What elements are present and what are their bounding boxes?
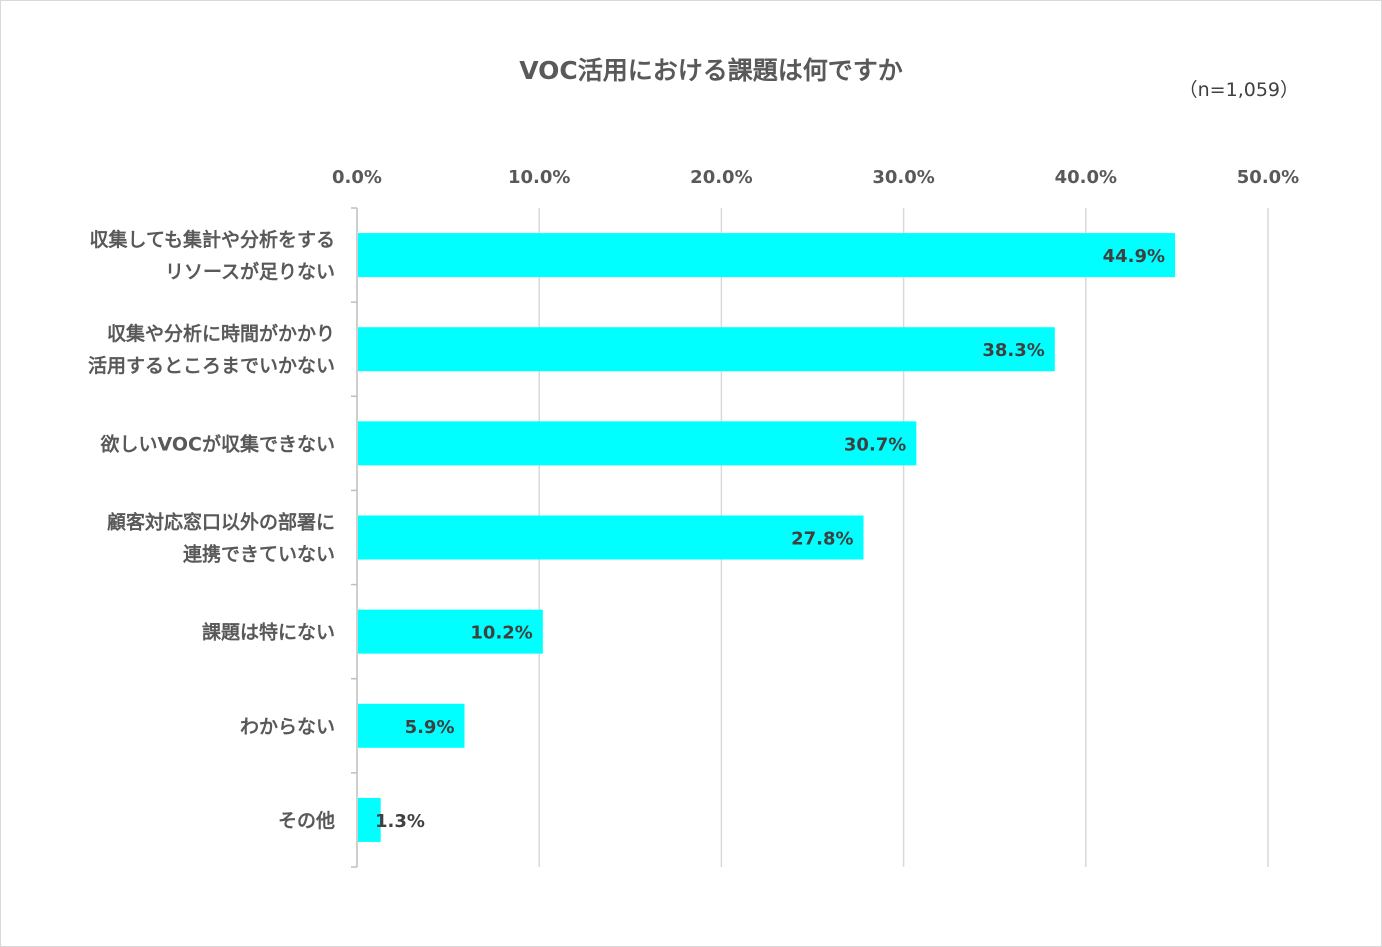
x-tick-label: 0.0%	[332, 167, 382, 188]
data-label: 5.9%	[405, 717, 455, 738]
bar	[358, 515, 864, 560]
data-label: 30.7%	[844, 434, 906, 455]
chart-title: VOC活用における課題は何ですか	[519, 56, 903, 85]
category-label: 課題は特にない	[202, 621, 335, 644]
bar	[358, 233, 1176, 278]
bar	[358, 609, 543, 654]
bar	[358, 797, 381, 842]
category-labels: 収集しても集計や分析をするリソースが足りない収集や分析に時間がかかり活用するとこ…	[88, 228, 335, 832]
data-label: 1.3%	[375, 811, 425, 832]
category-label: 収集しても集計や分析をする	[90, 228, 335, 251]
gridlines	[538, 208, 1269, 867]
data-label: 38.3%	[982, 340, 1044, 361]
y-axis	[351, 207, 358, 868]
category-label: 連携できていない	[183, 543, 335, 566]
bar	[358, 327, 1055, 372]
sample-size-note: （n=1,059）	[1179, 79, 1299, 101]
category-label: 活用するところまでいかない	[88, 354, 335, 377]
category-label: 顧客対応窓口以外の部署に	[107, 511, 335, 534]
category-label: リソースが足りない	[165, 260, 335, 283]
data-label: 44.9%	[1103, 246, 1165, 267]
data-label: 27.8%	[791, 529, 853, 550]
x-axis-ticks: 0.0% 10.0% 20.0% 30.0% 40.0% 50.0%	[332, 167, 1299, 188]
bar	[358, 421, 917, 466]
category-label: その他	[278, 809, 335, 832]
x-tick-label: 30.0%	[872, 167, 934, 188]
data-label: 10.2%	[470, 623, 532, 644]
x-tick-label: 40.0%	[1055, 167, 1117, 188]
x-tick-label: 20.0%	[690, 167, 752, 188]
x-tick-label: 10.0%	[508, 167, 570, 188]
x-tick-label: 50.0%	[1237, 167, 1299, 188]
category-label: 欲しいVOCが収集できない	[100, 432, 335, 455]
data-labels: 44.9% 38.3% 30.7% 27.8% 10.2% 5.9% 1.3%	[375, 246, 1165, 832]
category-label: 収集や分析に時間がかかり	[107, 322, 335, 345]
bar	[358, 703, 465, 748]
category-label: わからない	[240, 716, 335, 738]
bars	[358, 233, 1176, 842]
